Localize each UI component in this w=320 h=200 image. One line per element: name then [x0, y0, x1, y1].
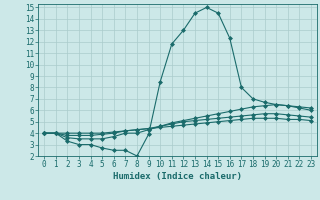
- X-axis label: Humidex (Indice chaleur): Humidex (Indice chaleur): [113, 172, 242, 181]
